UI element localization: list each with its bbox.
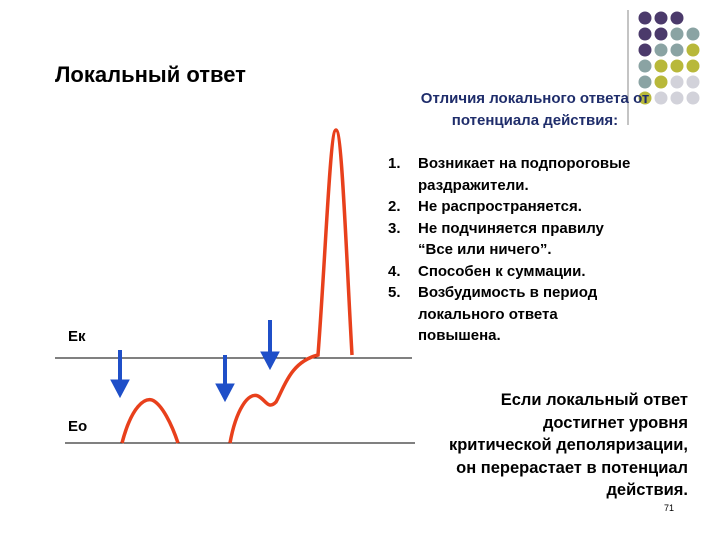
list-item: 1. Возникает на подпороговые раздражители. (388, 153, 630, 196)
item-line: Не распространяется. (418, 198, 582, 215)
dot (670, 59, 684, 73)
dot (654, 75, 668, 89)
dot (654, 11, 668, 25)
local-response (120, 397, 180, 444)
action-potential (228, 128, 354, 444)
dot (670, 27, 684, 41)
dot (686, 27, 700, 41)
slide-title: Локальный ответ (55, 62, 246, 87)
heading-line: Отличия локального ответа от (420, 90, 650, 107)
dot (638, 11, 652, 25)
dot (638, 59, 652, 73)
item-text: Способен к суммации. (418, 261, 586, 283)
dot (686, 75, 700, 89)
item-number: 5. (388, 284, 401, 301)
decoration (638, 11, 700, 105)
item-line: Не подчиняется правилу (418, 219, 604, 237)
note-line: действия. (606, 481, 688, 499)
level-label: Ео (68, 418, 88, 435)
dot (670, 11, 684, 25)
item-line: Возникает на подпороговые (418, 155, 631, 172)
heading: Отличия локального ответа от потенциала … (370, 88, 700, 132)
dot (638, 91, 652, 105)
dot (686, 91, 700, 105)
item-line: “Все или ничего”. (418, 241, 552, 258)
list: 1. Возникает на подпороговые раздражители.… (388, 153, 630, 347)
dot (686, 43, 700, 57)
dot (638, 27, 652, 41)
level-label: Ек (68, 328, 86, 345)
dot (670, 43, 684, 57)
item-line: Возбудимость в период (418, 284, 598, 301)
item-line: Способен к суммации. (418, 262, 586, 280)
list-item: 2. Не распространяется. (388, 196, 630, 218)
dot (670, 75, 684, 89)
item-text: Возникает на подпороговые раздражители. (418, 153, 630, 196)
dot (654, 43, 668, 57)
dot (670, 91, 684, 105)
list-item: 5. Возбудимость в период локального ответа… (388, 282, 630, 347)
dot (654, 27, 668, 41)
note: Если локальный ответ достигнет уровня крит… (449, 389, 688, 502)
item-line: локального ответа (418, 305, 558, 323)
dot (654, 59, 668, 73)
note-line: Если локальный ответ (500, 391, 688, 409)
item-number: 2. (388, 198, 401, 215)
item-number: 1. (388, 155, 401, 172)
item-number: 3. (388, 219, 401, 237)
list-item: 3. Не подчиняется правилу “Все или ничего… (388, 218, 630, 261)
note-line: критической деполяризации, (448, 436, 688, 454)
dot (638, 75, 652, 89)
stimulus-arrows (110, 320, 280, 403)
item-text: Не подчиняется правилу “Все или ничего”. (418, 218, 604, 261)
list-item: 4. Способен к суммации. (388, 261, 630, 283)
dot (638, 43, 652, 57)
dot (654, 91, 668, 105)
item-text: Возбудимость в период локального ответа по… (418, 282, 597, 347)
heading-line: потенциала действия: (451, 112, 619, 129)
item-line: повышена. (418, 327, 501, 344)
dot (686, 59, 700, 73)
slide-number: 71 (664, 503, 675, 513)
note-line: он перерастает в потенциал (456, 458, 688, 477)
item-text: Не распространяется. (418, 196, 582, 218)
note-line: достигнет уровня (542, 413, 688, 432)
item-line: раздражители. (418, 176, 529, 194)
item-number: 4. (388, 262, 401, 280)
